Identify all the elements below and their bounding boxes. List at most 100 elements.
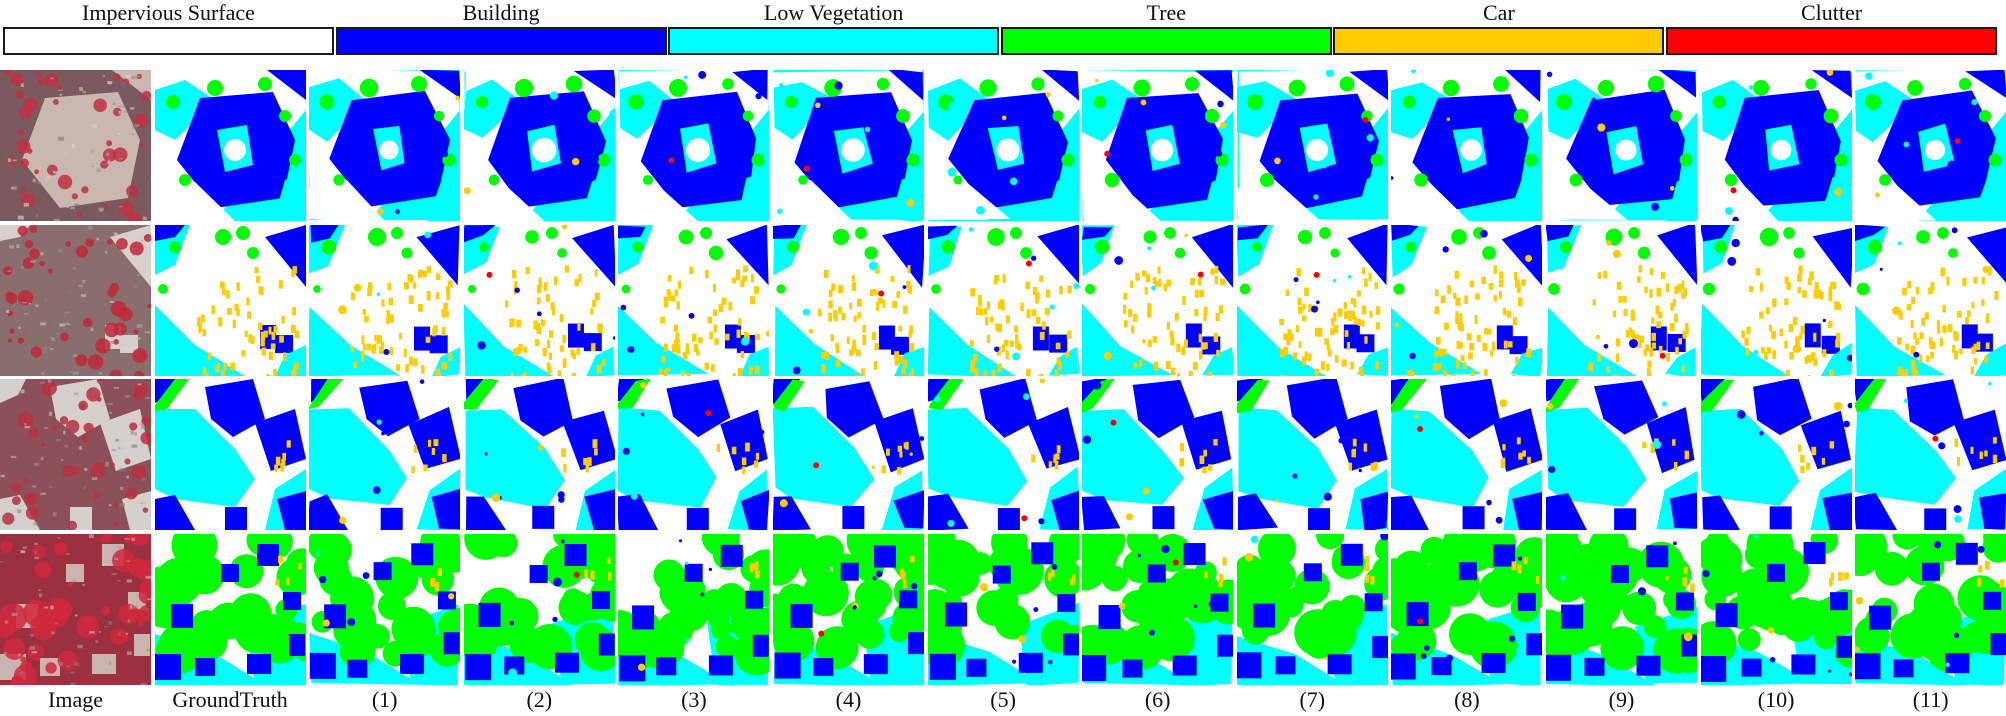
segment-region — [1793, 247, 1805, 259]
segment-region — [1286, 336, 1291, 345]
segment-region — [225, 289, 230, 299]
segment-region — [1477, 334, 1482, 342]
photo-texture — [75, 367, 79, 371]
segment-region — [1930, 351, 1935, 359]
segment-region — [711, 619, 732, 640]
segment-region — [1615, 139, 1637, 161]
segment-region — [1690, 583, 1695, 592]
segment-region — [899, 451, 903, 458]
segment-region — [1988, 382, 1992, 386]
segment-region — [1009, 340, 1014, 347]
segment-region — [661, 355, 666, 363]
segment-region — [983, 370, 988, 376]
segmentation-map — [1855, 224, 2006, 376]
segment-region — [425, 336, 431, 343]
segment-region — [427, 290, 431, 299]
segment-region — [347, 659, 368, 678]
segment-region — [427, 265, 432, 273]
legend-swatch — [1000, 27, 1332, 55]
segmentation-map — [1236, 379, 1388, 531]
photo-vegetation — [138, 620, 145, 627]
photo-vegetation — [62, 464, 75, 478]
segment-region — [851, 274, 855, 282]
segment-region — [969, 365, 975, 373]
segment-region — [997, 363, 1002, 372]
segment-region — [888, 70, 924, 101]
segment-region — [510, 318, 515, 326]
photo-vegetation — [75, 245, 89, 258]
segment-region — [1041, 321, 1046, 330]
segment-region — [1855, 304, 1947, 376]
photo-texture — [118, 105, 125, 108]
segment-region — [656, 494, 662, 501]
segmentation-map — [0, 533, 151, 685]
segment-region — [871, 331, 877, 340]
prediction-tile — [309, 533, 461, 685]
photo-texture — [89, 631, 95, 634]
segment-region — [515, 632, 545, 663]
segment-region — [1821, 492, 1852, 531]
segment-region — [196, 316, 201, 326]
segment-region — [1967, 227, 2006, 283]
segment-region — [1842, 420, 1850, 428]
segment-region — [368, 227, 387, 246]
photo-texture — [73, 392, 79, 396]
segment-region — [1002, 273, 1006, 283]
segment-region — [592, 439, 598, 449]
segment-region — [562, 361, 567, 368]
segment-region — [220, 563, 239, 582]
legend-swatch — [668, 27, 1000, 55]
segment-region — [1166, 321, 1171, 330]
segment-region — [606, 557, 611, 564]
segment-region — [627, 345, 635, 353]
segment-region — [1251, 241, 1262, 252]
segment-region — [612, 335, 615, 340]
segment-region — [1952, 344, 1956, 353]
segment-region — [1343, 310, 1348, 319]
column-caption: GroundTruth — [172, 687, 288, 712]
segment-region — [568, 654, 573, 659]
segment-region — [1493, 265, 1498, 274]
segment-region — [1959, 347, 1963, 354]
segment-region — [584, 489, 615, 531]
photo-vegetation — [113, 338, 120, 345]
photo-vegetation — [83, 422, 94, 434]
segment-region — [927, 78, 987, 141]
segment-region — [1167, 568, 1212, 612]
segment-region — [1147, 564, 1166, 583]
photo-texture — [72, 267, 76, 270]
segment-region — [1701, 495, 1740, 531]
segment-region — [902, 359, 908, 368]
segment-region — [1038, 275, 1044, 282]
segment-region — [773, 180, 853, 221]
segment-region — [1924, 311, 1929, 320]
segment-region — [910, 582, 918, 590]
segment-region — [431, 489, 461, 530]
segment-region — [1770, 139, 1791, 161]
segment-region — [548, 329, 554, 338]
photo-texture — [42, 381, 46, 384]
segment-region — [507, 668, 517, 678]
photo-vegetation — [112, 548, 136, 572]
segment-region — [220, 369, 225, 376]
photo-vegetation — [29, 248, 40, 259]
segment-region — [686, 137, 711, 163]
segment-region — [1484, 368, 1488, 376]
photo-texture — [107, 403, 114, 405]
segment-region — [1314, 327, 1319, 337]
segment-region — [1948, 323, 1953, 332]
segment-region — [1612, 249, 1621, 258]
segment-region — [1925, 139, 1946, 161]
segment-region — [1904, 398, 1909, 404]
segment-region — [558, 590, 593, 625]
segment-region — [597, 323, 602, 332]
photo-vegetation — [15, 90, 25, 100]
segment-region — [1791, 654, 1816, 675]
segment-region — [870, 289, 874, 296]
segment-region — [1203, 306, 1208, 315]
segment-region — [1181, 346, 1186, 355]
segment-region — [755, 570, 761, 579]
segment-region — [1166, 360, 1171, 369]
photo-texture — [20, 550, 26, 554]
segment-region — [1330, 317, 1335, 326]
